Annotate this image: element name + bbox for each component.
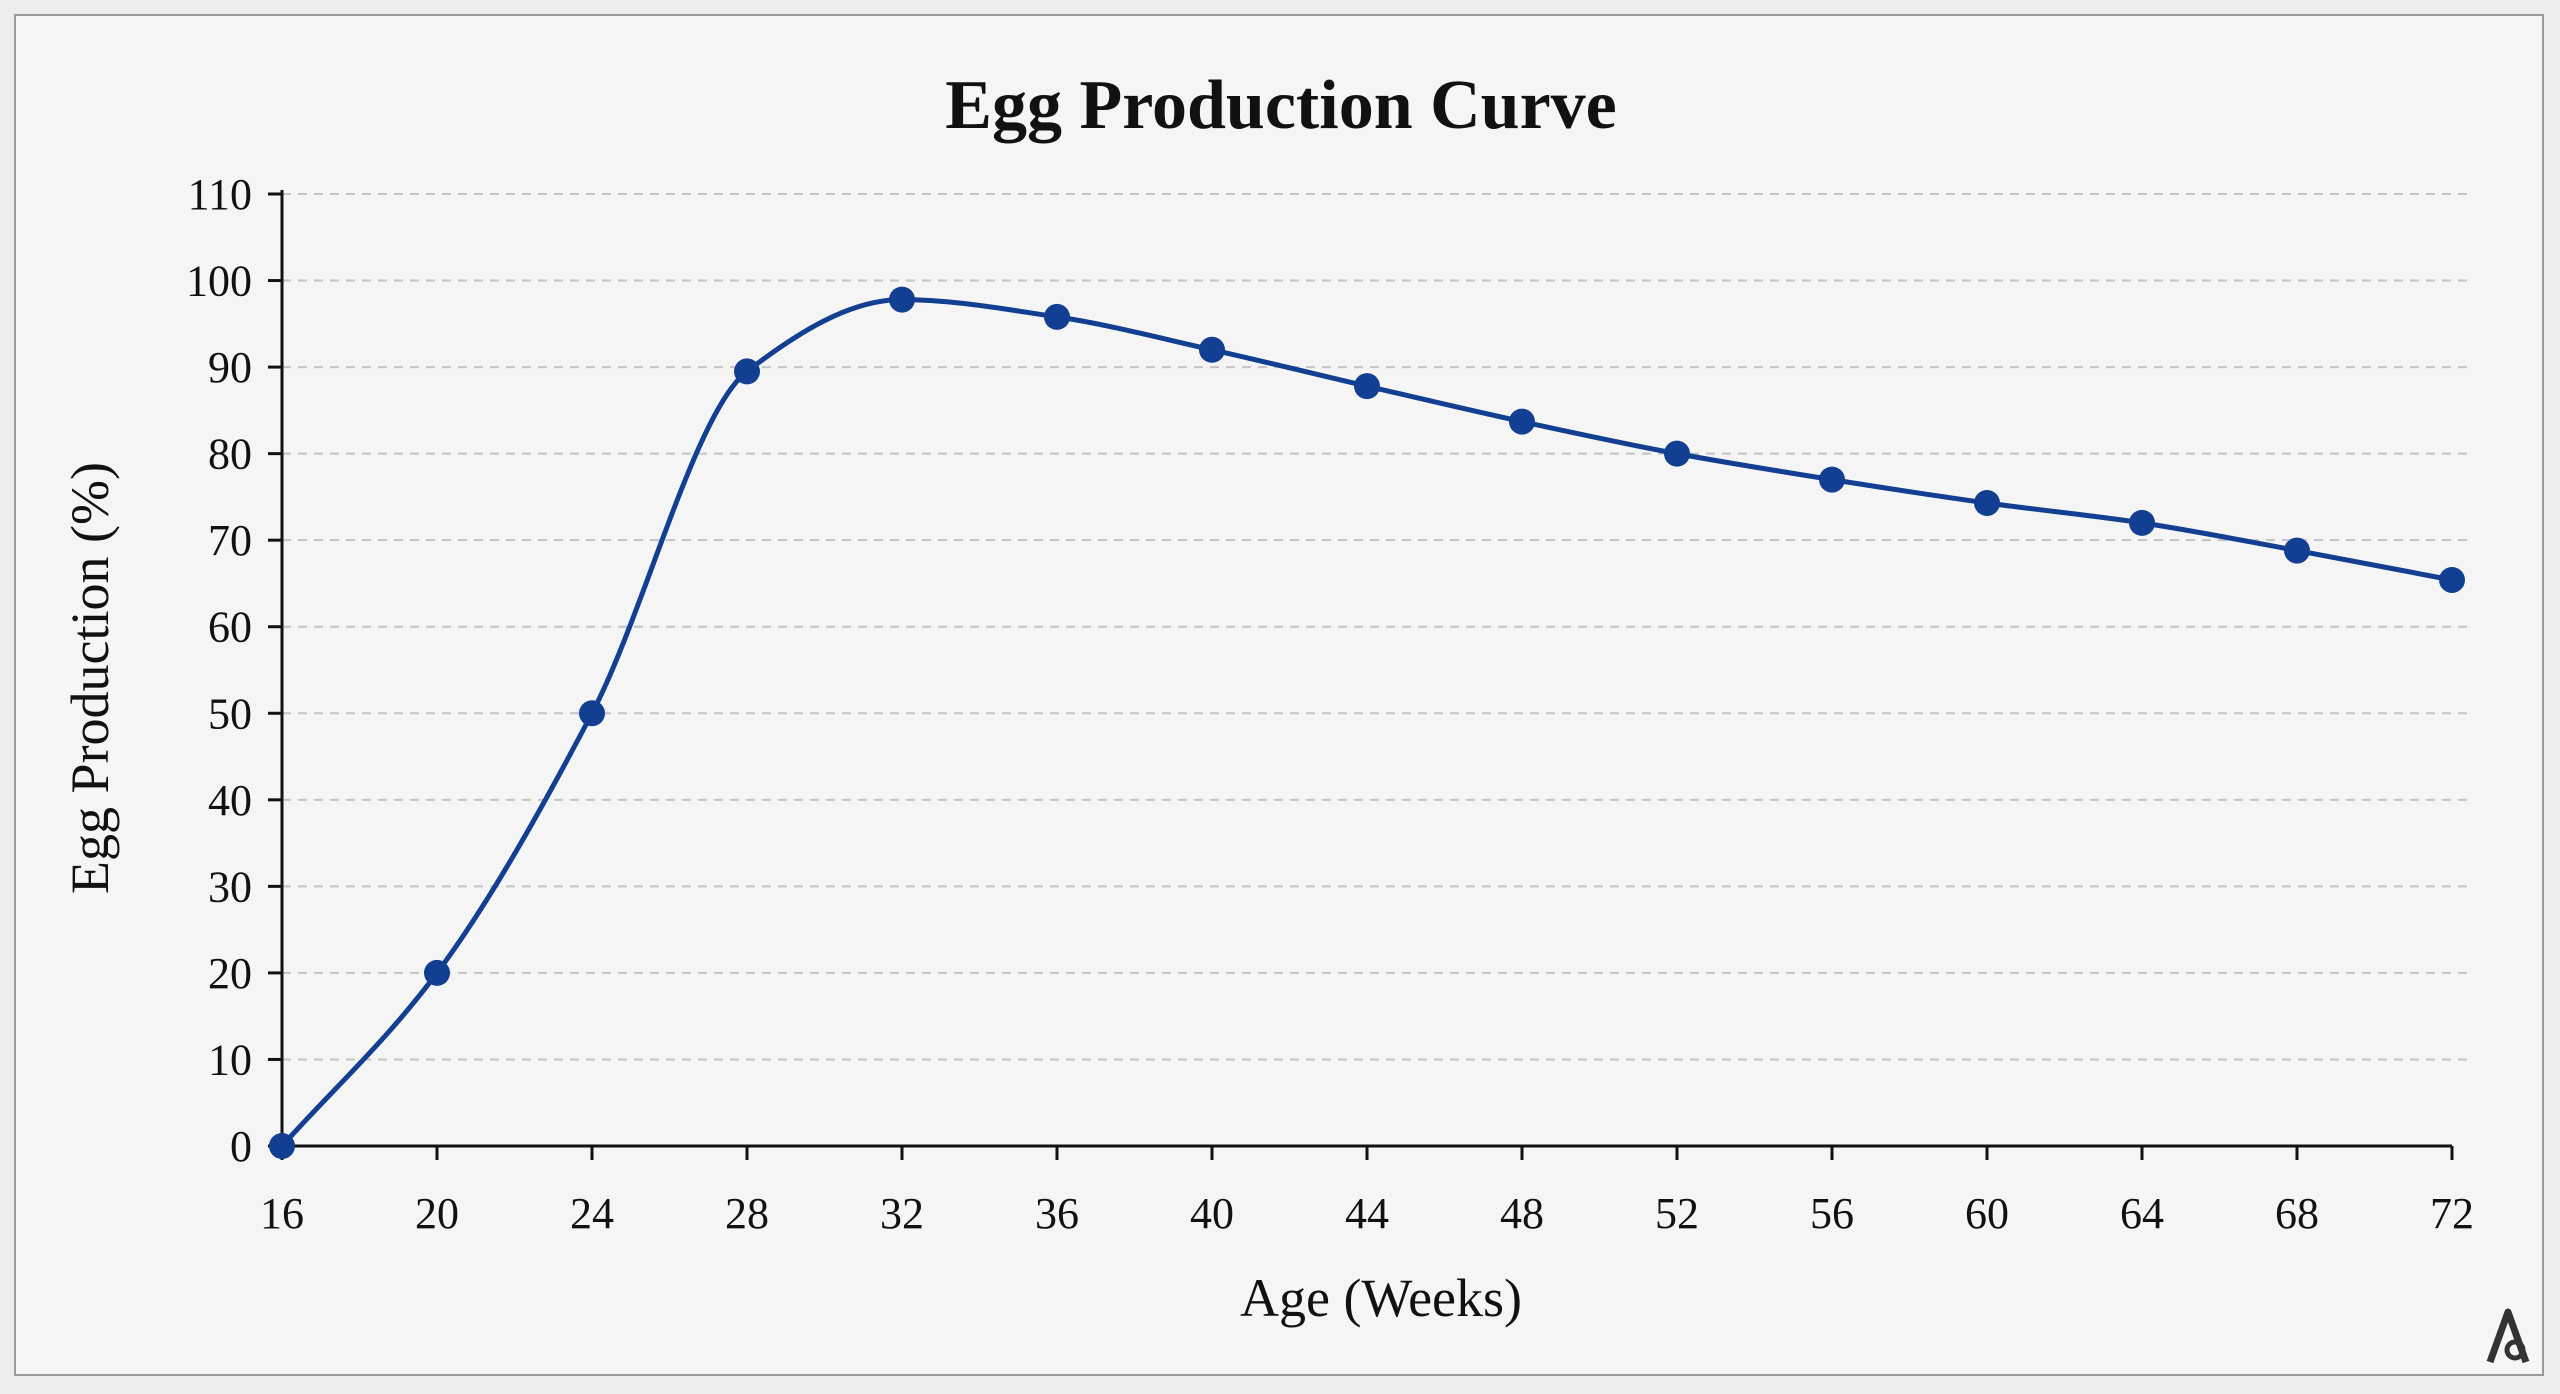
x-tick-label: 28 <box>725 1189 769 1238</box>
x-tick-label: 68 <box>2275 1189 2319 1238</box>
chart-frame: Egg Production Curve 0 10 20 30 40 50 60 70 80 90… <box>14 14 2544 1376</box>
y-tick-label: 20 <box>208 949 252 998</box>
grid-layer <box>282 193 2472 1061</box>
x-tick-label: 72 <box>2430 1189 2474 1238</box>
data-point <box>1044 303 1070 330</box>
data-point <box>579 700 605 727</box>
x-tick-label: 52 <box>1655 1189 1699 1238</box>
y-tick-label: 70 <box>208 516 252 565</box>
x-tick-label: 36 <box>1035 1189 1079 1238</box>
x-tick-label: 48 <box>1500 1189 1544 1238</box>
data-point <box>2129 509 2155 536</box>
series-line <box>280 297 2453 1148</box>
y-tick-label: 60 <box>208 603 252 652</box>
chart-title: Egg Production Curve <box>945 67 1617 144</box>
x-tick-label: 60 <box>1965 1189 2009 1238</box>
x-tick-label: 56 <box>1810 1189 1854 1238</box>
data-point <box>1509 408 1535 435</box>
x-tick-label: 24 <box>570 1189 614 1238</box>
data-point <box>424 959 450 986</box>
y-tick-label: 50 <box>208 689 252 738</box>
data-point <box>269 1133 295 1159</box>
y-tick-label: 100 <box>186 257 252 306</box>
y-tick-label: 90 <box>208 343 252 392</box>
axis-layer <box>280 190 2452 1148</box>
data-point <box>889 286 915 313</box>
y-tick-label: 40 <box>208 776 252 825</box>
x-tick-label: 64 <box>2120 1189 2164 1238</box>
x-axis-title: Age (Weeks) <box>1240 1268 1522 1328</box>
data-point <box>2439 566 2465 593</box>
data-point <box>1354 373 1380 400</box>
tick-layer: 0 10 20 30 40 50 60 70 80 90 100 110 16 20 24 28 32 36 40 4… <box>186 170 2474 1238</box>
chart-svg: Egg Production Curve 0 10 20 30 40 50 60 70 80 90… <box>60 67 2530 1364</box>
y-axis-title: Egg Production (%) <box>60 462 120 894</box>
data-point <box>734 358 760 385</box>
x-tick-label: 20 <box>415 1189 459 1238</box>
corner-logo-icon <box>2486 1308 2530 1364</box>
x-tick-label: 16 <box>260 1189 304 1238</box>
y-tick-label: 0 <box>230 1122 252 1171</box>
y-tick-label: 110 <box>188 170 252 219</box>
x-tick-label: 40 <box>1190 1189 1234 1238</box>
data-point <box>1974 489 2000 516</box>
data-point <box>1819 466 1845 493</box>
series-layer <box>269 286 2465 1159</box>
data-point <box>2284 537 2310 564</box>
y-tick-label: 10 <box>208 1035 252 1084</box>
y-tick-label: 80 <box>208 430 252 479</box>
y-tick-label: 30 <box>208 862 252 911</box>
data-point <box>1199 336 1225 363</box>
x-tick-label: 32 <box>880 1189 924 1238</box>
x-tick-label: 44 <box>1345 1189 1389 1238</box>
data-point <box>1664 440 1690 467</box>
